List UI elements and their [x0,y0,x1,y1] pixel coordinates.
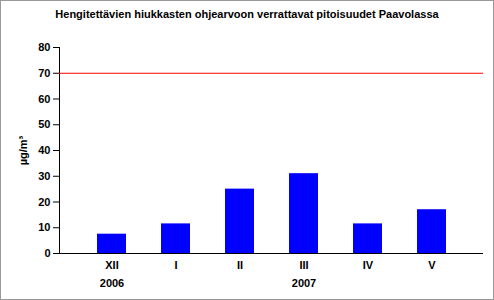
svg-text:50: 50 [38,118,50,130]
svg-text:XII: XII [105,259,118,271]
svg-text:40: 40 [38,144,50,156]
svg-text:IV: IV [363,259,374,271]
svg-text:70: 70 [38,67,50,79]
svg-text:µg/m³: µg/m³ [17,135,29,165]
svg-text:2007: 2007 [292,277,316,289]
svg-text:0: 0 [44,247,50,259]
svg-text:2006: 2006 [100,277,124,289]
svg-text:II: II [237,259,243,271]
svg-text:30: 30 [38,170,50,182]
svg-text:V: V [428,259,436,271]
svg-text:I: I [174,259,177,271]
svg-text:20: 20 [38,196,50,208]
html-text:Hengitettävien hiukkasten ohje: Hengitettävien hiukkasten ohjearvoon ver… [55,8,439,20]
svg-text:III: III [299,259,308,271]
svg-text:80: 80 [38,41,50,53]
svg-text:10: 10 [38,221,50,233]
svg-text:60: 60 [38,93,50,105]
